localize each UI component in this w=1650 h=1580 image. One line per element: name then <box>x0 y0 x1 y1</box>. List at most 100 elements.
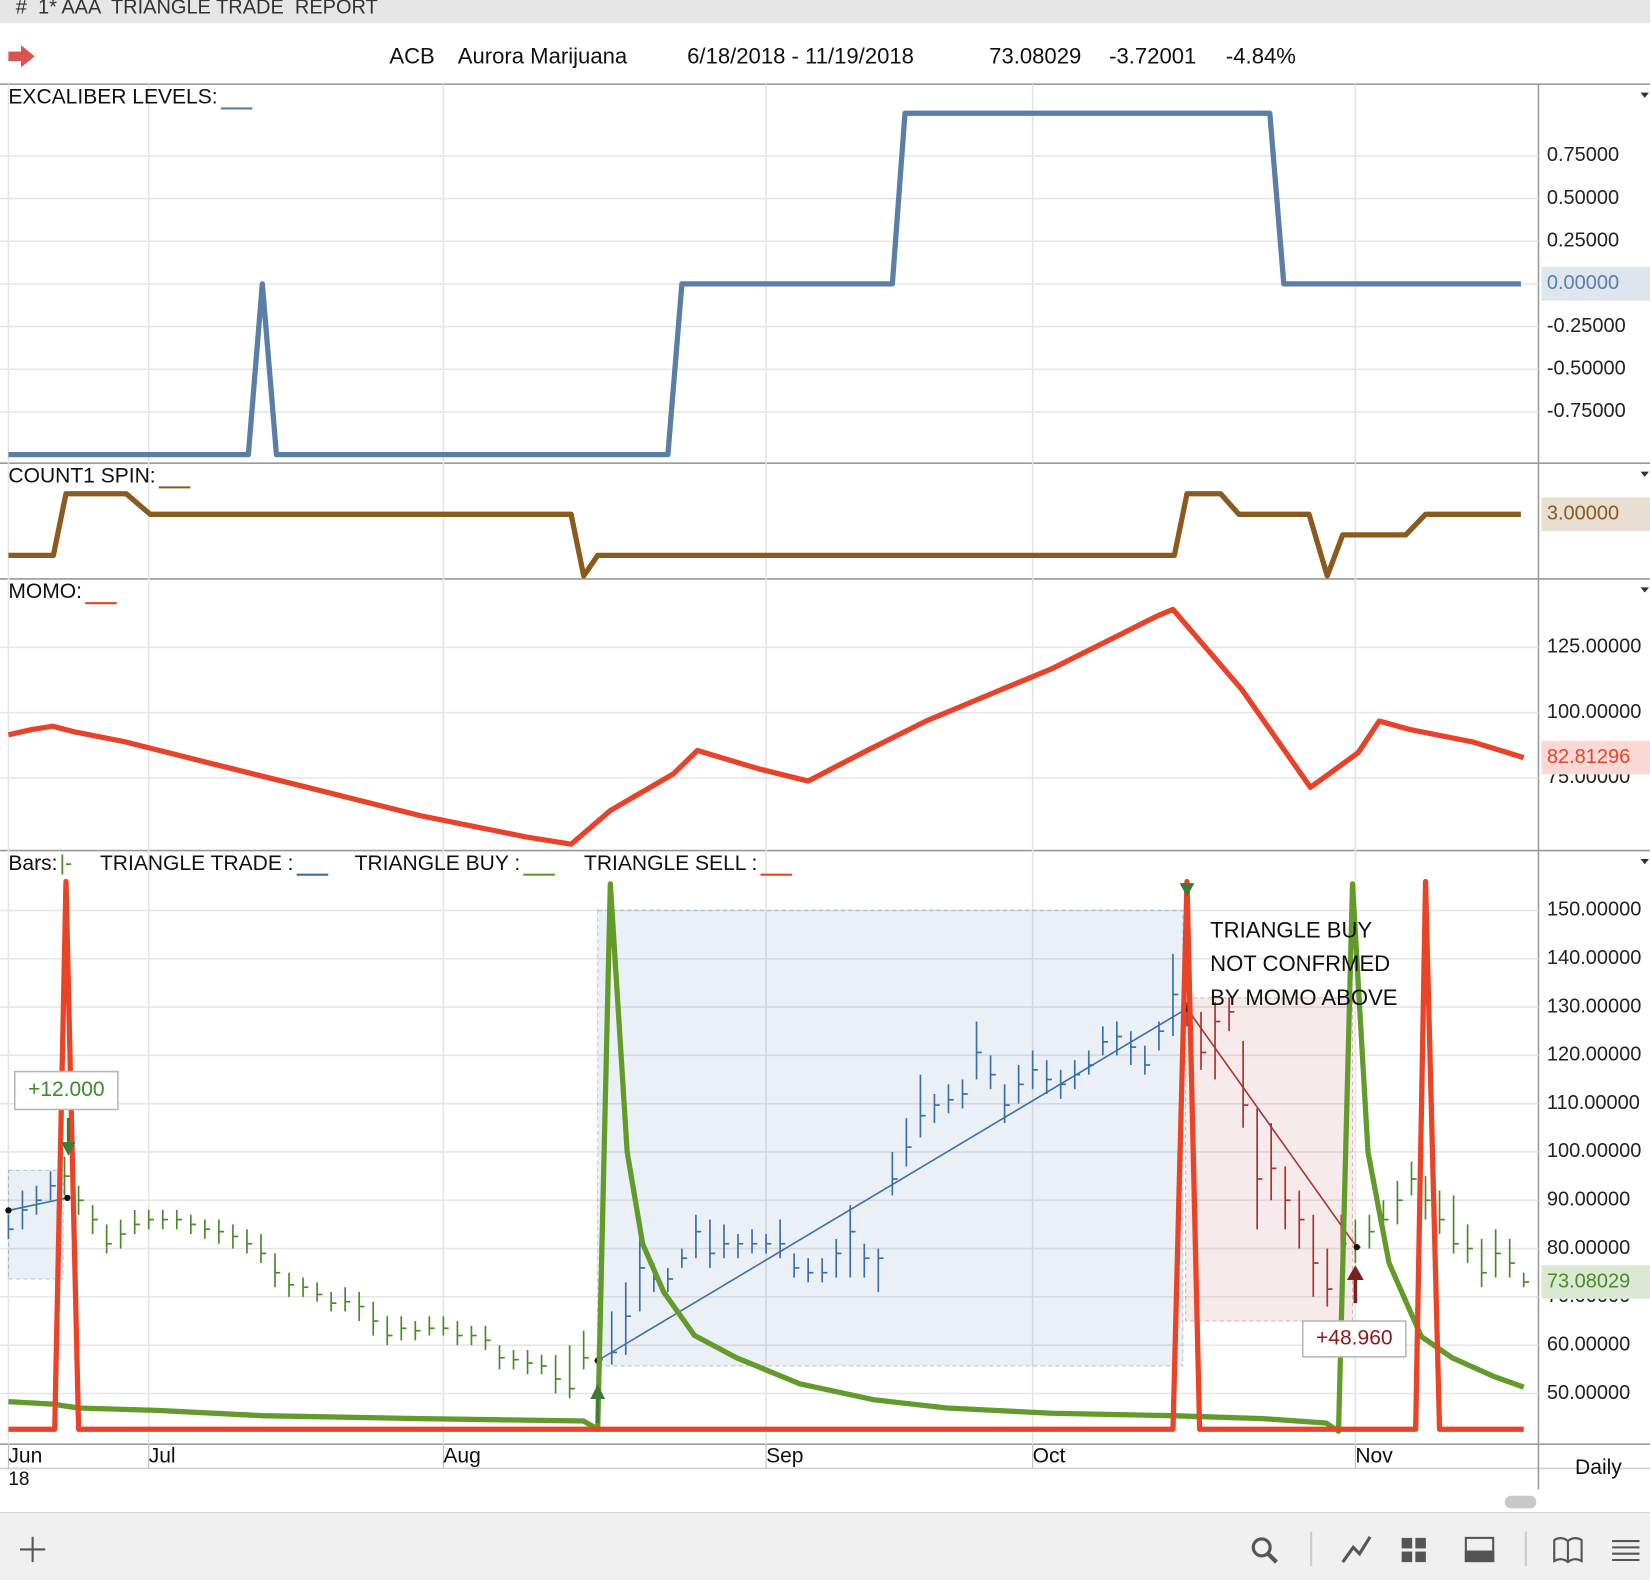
trade-point <box>5 1207 12 1214</box>
x-tick-label: Jun <box>8 1444 42 1467</box>
arrow-head <box>61 1142 76 1156</box>
panel-menu[interactable] <box>1640 92 1649 98</box>
date-range: 6/18/2018 - 11/19/2018 <box>687 44 914 69</box>
chart-style-button[interactable] <box>1341 1536 1372 1564</box>
x-year-label: 18 <box>8 1469 29 1490</box>
annotations: +12.000 +48.960 TRIANGLE BUY NOT CONFRME… <box>13 883 1407 1424</box>
arrow-icon[interactable] <box>8 45 35 68</box>
trade-point <box>64 1194 71 1202</box>
y-tick-label: 120.00000 <box>1547 1044 1641 1066</box>
icon-stroke <box>1415 1551 1426 1563</box>
scrollbar-thumb[interactable] <box>1504 1495 1537 1509</box>
panel-title: MOMO: <box>8 580 82 603</box>
y-tick-label: 0.25000 <box>1547 230 1619 252</box>
y-tick-label: 140.00000 <box>1547 947 1641 969</box>
x-tick-label: Nov <box>1355 1444 1393 1467</box>
value-badge-label: 73.08029 <box>1547 1270 1630 1292</box>
period-label[interactable]: Daily <box>1575 1456 1622 1479</box>
arrow-head <box>590 1384 606 1399</box>
y-tick-label: 110.00000 <box>1547 1092 1640 1114</box>
toolbar-icons <box>19 1531 1640 1567</box>
value-badge <box>1541 267 1650 301</box>
value-badge-label: 82.81296 <box>1547 746 1630 768</box>
icon-stroke <box>1401 1551 1413 1563</box>
title-bar <box>0 0 1650 24</box>
panel-button[interactable] <box>1464 1536 1495 1563</box>
arrow-icon-head <box>21 45 35 68</box>
icon-stroke <box>1553 1537 1583 1564</box>
arrow-head <box>1346 1265 1364 1280</box>
y-tick-label: 0.50000 <box>1547 187 1619 209</box>
panel-menu[interactable] <box>1640 858 1649 865</box>
note-line: BY MOMO ABOVE <box>1210 985 1397 1010</box>
legend-label: TRIANGLE BUY : <box>355 852 521 875</box>
add-button[interactable] <box>19 1536 46 1563</box>
header-bar <box>0 23 1650 85</box>
icon-stroke <box>1464 1550 1495 1563</box>
series-line <box>8 491 1521 579</box>
y-tick-label: 130.00000 <box>1547 995 1641 1017</box>
panel-menus <box>1640 92 1649 865</box>
panel-title: COUNT1 SPIN: <box>8 464 155 487</box>
buy-arrows <box>61 883 1195 1424</box>
trade-box <box>1185 997 1354 1322</box>
legend-label: Bars: <box>8 852 57 875</box>
x-tick-label: Aug <box>443 1444 480 1467</box>
book-button[interactable] <box>1553 1537 1583 1564</box>
indicator-line <box>8 881 1525 1434</box>
y-tick-label: -0.50000 <box>1547 358 1626 380</box>
panel-menu[interactable] <box>1640 471 1649 477</box>
series-line <box>8 110 1521 458</box>
x-tick-label: Sep <box>766 1444 803 1467</box>
last-price: 73.08029 <box>989 44 1081 69</box>
icon-stroke <box>1401 1537 1413 1549</box>
window-title: # 1* AAA TRIANGLE TRADE REPORT <box>16 0 378 19</box>
y-tick-label: 50.00000 <box>1547 1382 1630 1404</box>
trade-point <box>1353 1243 1360 1251</box>
legend-symbol: |- <box>60 852 72 875</box>
frame <box>0 83 1650 1490</box>
panel-title: EXCALIBER LEVELS: <box>8 85 217 108</box>
icon-stroke <box>1341 1536 1372 1564</box>
y-tick-label: -0.75000 <box>1547 400 1626 422</box>
trade-line <box>597 1007 1188 1362</box>
icon-stroke <box>1251 1537 1272 1558</box>
icon-stroke <box>1266 1552 1278 1564</box>
value-badge-tint <box>1541 1265 1650 1299</box>
value-badge <box>1541 497 1650 532</box>
search-button[interactable] <box>1251 1537 1278 1564</box>
icon-stroke <box>1415 1537 1426 1549</box>
value-badge-tint <box>1541 497 1650 532</box>
indicator-line <box>8 878 1524 1432</box>
value-badge-label: 0.00000 <box>1547 272 1619 294</box>
y-tick-label: 60.00000 <box>1547 1333 1630 1355</box>
gain-box <box>13 1070 119 1111</box>
note-line: NOT CONFRMED <box>1210 951 1390 976</box>
y-tick-label: 100.00000 <box>1547 1140 1641 1162</box>
series-line <box>7 606 1525 847</box>
value-badge-label: 3.00000 <box>1547 503 1619 525</box>
y-tick-label: 0.75000 <box>1547 144 1619 166</box>
menu-button[interactable] <box>1612 1540 1640 1562</box>
note-line: TRIANGLE BUY <box>1210 917 1372 942</box>
gain-box <box>1301 1320 1407 1358</box>
y-tick-label: -0.25000 <box>1547 315 1626 337</box>
company-name: Aurora Marijuana <box>458 44 628 69</box>
value-badge <box>1541 740 1650 775</box>
symbol: ACB <box>389 44 434 69</box>
price-change: -3.72001 <box>1109 44 1196 69</box>
plot-area: Jun Jul Aug Sep Oct Nov 18 0.75000 0.50000 0.2500… <box>0 84 1650 1490</box>
gain-label: +12.000 <box>28 1078 105 1101</box>
value-badge <box>1541 1265 1650 1299</box>
value-badge-tint <box>1541 740 1650 775</box>
legend-label: TRIANGLE TRADE : <box>100 852 294 875</box>
x-tick-label: Jul <box>149 1444 176 1467</box>
y-tick-label: 125.00000 <box>1547 636 1641 658</box>
y-tick-label: 90.00000 <box>1547 1189 1630 1211</box>
x-tick-label: Oct <box>1033 1444 1066 1467</box>
panel-menu[interactable] <box>1640 587 1649 593</box>
sell-arrow <box>1346 1265 1364 1304</box>
layout-button[interactable] <box>1401 1537 1426 1563</box>
